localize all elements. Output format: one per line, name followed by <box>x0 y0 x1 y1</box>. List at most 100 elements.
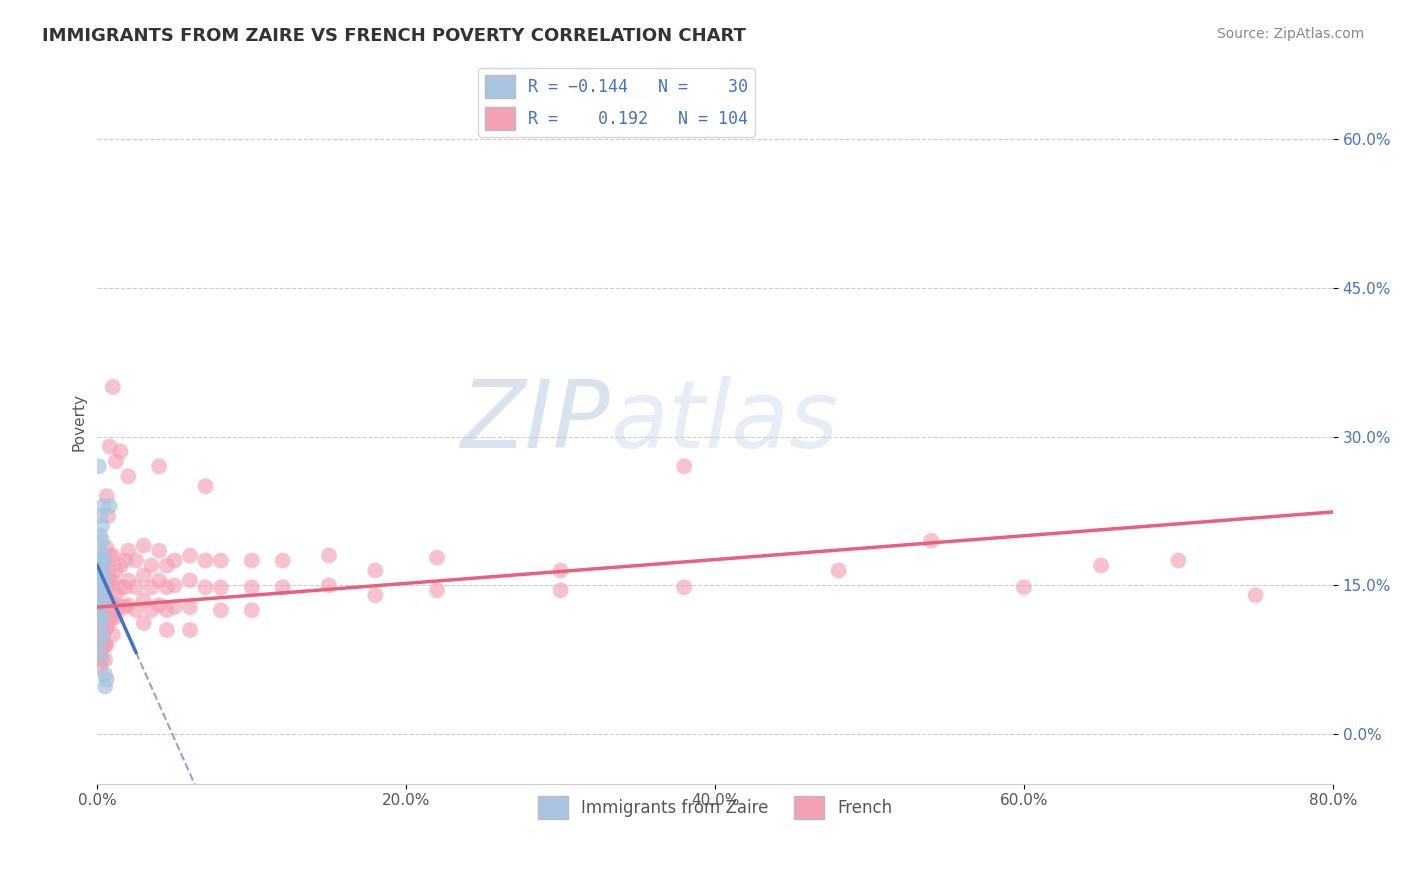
Point <box>163 600 186 615</box>
Point <box>156 623 179 637</box>
Point <box>141 558 163 573</box>
Point <box>209 580 232 594</box>
Point <box>114 580 136 594</box>
Point <box>179 600 201 615</box>
Legend: Immigrants from Zaire, French: Immigrants from Zaire, French <box>531 789 898 826</box>
Point <box>117 574 139 588</box>
Point <box>271 553 294 567</box>
Point <box>97 564 120 578</box>
Point <box>1244 588 1267 602</box>
Point <box>132 539 155 553</box>
Point <box>96 638 118 652</box>
Point <box>96 606 118 620</box>
Point <box>89 553 111 567</box>
Point <box>94 623 117 637</box>
Point <box>89 640 111 654</box>
Point <box>110 600 132 615</box>
Point <box>1167 553 1189 567</box>
Point <box>91 598 114 612</box>
Point <box>101 628 124 642</box>
Point <box>93 553 115 567</box>
Point <box>89 583 111 598</box>
Point <box>194 580 217 594</box>
Point <box>91 583 114 598</box>
Point <box>240 603 263 617</box>
Point <box>91 598 114 612</box>
Point <box>117 543 139 558</box>
Point <box>132 615 155 630</box>
Text: Source: ZipAtlas.com: Source: ZipAtlas.com <box>1216 27 1364 41</box>
Point <box>98 593 121 607</box>
Point <box>93 574 115 588</box>
Point <box>89 608 111 623</box>
Point <box>364 564 387 578</box>
Point <box>148 574 170 588</box>
Point <box>179 574 201 588</box>
Point <box>132 568 155 582</box>
Point <box>114 600 136 615</box>
Point <box>91 583 114 598</box>
Point <box>104 454 127 468</box>
Point <box>110 558 132 573</box>
Point <box>89 508 111 523</box>
Point <box>673 580 696 594</box>
Point <box>93 499 115 513</box>
Point <box>91 533 114 548</box>
Point <box>93 610 115 624</box>
Point <box>104 610 127 624</box>
Point <box>91 638 114 652</box>
Point <box>93 580 115 594</box>
Point <box>94 553 117 567</box>
Point <box>87 603 110 617</box>
Point <box>93 596 115 610</box>
Point <box>104 564 127 578</box>
Point <box>426 550 449 565</box>
Point <box>179 623 201 637</box>
Point <box>104 588 127 602</box>
Point <box>89 628 111 642</box>
Point <box>89 543 111 558</box>
Point <box>125 580 148 594</box>
Point <box>209 553 232 567</box>
Point <box>673 459 696 474</box>
Point <box>125 603 148 617</box>
Point <box>148 598 170 612</box>
Point <box>93 593 115 607</box>
Point <box>89 583 111 598</box>
Point <box>141 603 163 617</box>
Point <box>318 549 340 563</box>
Point <box>101 610 124 624</box>
Point <box>94 574 117 588</box>
Point <box>110 444 132 458</box>
Point <box>240 553 263 567</box>
Point <box>87 613 110 627</box>
Point <box>94 638 117 652</box>
Point <box>91 549 114 563</box>
Point <box>94 680 117 694</box>
Point <box>550 564 572 578</box>
Point <box>1012 580 1035 594</box>
Point <box>89 659 111 673</box>
Point <box>89 648 111 662</box>
Point <box>920 533 942 548</box>
Point <box>91 610 114 624</box>
Point <box>91 623 114 637</box>
Point <box>318 578 340 592</box>
Point <box>550 583 572 598</box>
Point <box>156 603 179 617</box>
Point <box>148 459 170 474</box>
Point <box>114 553 136 567</box>
Point <box>91 570 114 584</box>
Point <box>194 553 217 567</box>
Y-axis label: Poverty: Poverty <box>72 392 86 450</box>
Text: ZIP: ZIP <box>460 376 610 467</box>
Text: atlas: atlas <box>610 376 838 467</box>
Point <box>110 580 132 594</box>
Point <box>89 564 111 578</box>
Point <box>91 518 114 533</box>
Point <box>89 598 111 612</box>
Point <box>98 610 121 624</box>
Point <box>91 653 114 667</box>
Point <box>94 591 117 605</box>
Point <box>163 578 186 592</box>
